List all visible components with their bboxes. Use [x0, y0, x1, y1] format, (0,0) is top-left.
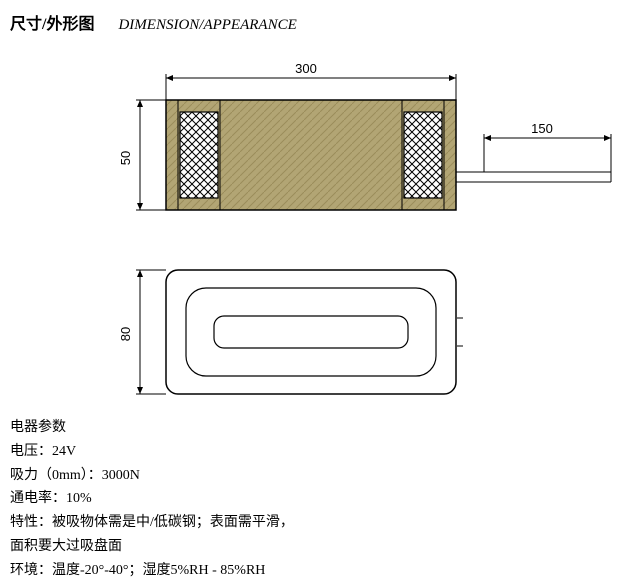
svg-text:80: 80: [118, 327, 133, 341]
param-line: 通电率：10%: [10, 487, 612, 511]
param-line: 电压：24V: [10, 440, 612, 464]
params-title: 电器参数: [10, 416, 612, 440]
param-line: 吸力（0mm）：3000N: [10, 464, 612, 488]
header-en: DIMENSION/APPEARANCE: [118, 17, 296, 34]
drawing-svg: 300 50 150 80: [16, 40, 616, 410]
param-line: 面积要大过吸盘面: [10, 535, 612, 559]
technical-drawing: 300 50 150 80: [16, 40, 616, 410]
header: 尺寸/外形图 DIMENSION/APPEARANCE: [10, 10, 612, 34]
header-cn: 尺寸/外形图: [10, 10, 94, 34]
param-line: 环境：温度-20°-40°；湿度5%RH - 85%RH: [10, 559, 612, 583]
svg-text:300: 300: [295, 61, 317, 76]
parameters-block: 电器参数 电压：24V 吸力（0mm）：3000N 通电率：10% 特性：被吸物…: [10, 416, 612, 583]
svg-text:50: 50: [118, 151, 133, 165]
svg-text:150: 150: [531, 121, 553, 136]
param-line: 特性：被吸物体需是中/低碳钢；表面需平滑，: [10, 511, 612, 535]
